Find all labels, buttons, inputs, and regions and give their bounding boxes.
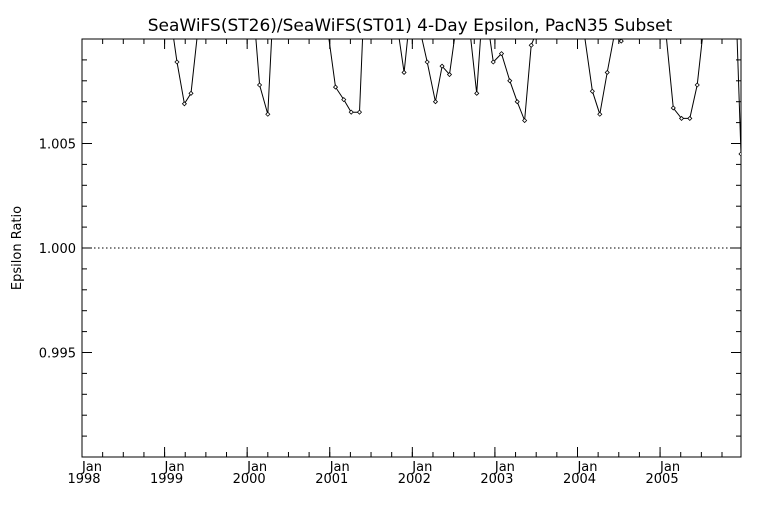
series-line-segment	[328, 39, 364, 113]
data-point	[507, 78, 513, 84]
data-point	[528, 42, 534, 48]
x-tick-label-year: 2002	[398, 472, 431, 487]
data-point	[474, 90, 480, 96]
series-line-segment	[421, 39, 455, 102]
series-line-segment	[470, 39, 481, 94]
data-point	[401, 69, 407, 76]
x-tick-label-year: 2001	[315, 472, 348, 487]
x-tick-label-month: Jan	[81, 460, 102, 475]
x-tick-label-year: 2004	[563, 472, 596, 487]
data-point	[348, 109, 354, 115]
x-tick-label-month: Jan	[164, 460, 185, 475]
x-tick-label-year: 1999	[150, 472, 183, 487]
data-point	[256, 82, 263, 88]
x-tick-label-month: Jan	[659, 460, 680, 475]
x-tick-label-month: Jan	[494, 460, 515, 475]
data-point	[522, 117, 528, 124]
data-point	[341, 97, 347, 103]
data-point	[618, 39, 624, 44]
x-tick-label-year: 2003	[480, 472, 513, 487]
x-tick-label-month: Jan	[411, 460, 432, 475]
data-point	[738, 151, 741, 157]
data-point	[604, 69, 610, 76]
x-tick-label-year: 2000	[233, 472, 266, 487]
data-point	[589, 88, 595, 94]
series-group	[173, 39, 741, 157]
y-tick-label: 1.005	[39, 138, 76, 153]
data-point	[694, 82, 700, 88]
data-point	[514, 99, 520, 105]
data-point	[670, 105, 676, 111]
x-tick-label-month: Jan	[246, 460, 267, 475]
series-line-segment	[736, 39, 741, 155]
x-tick-label-month: Jan	[576, 460, 597, 475]
data-point	[265, 111, 271, 117]
data-point	[597, 111, 603, 117]
series-line-segment	[666, 39, 703, 119]
y-tick-label: 1.000	[39, 242, 76, 257]
data-point	[678, 115, 685, 121]
y-tick-label: 0.995	[39, 347, 76, 362]
axes: 0.9951.0001.005Jan1998Jan1999Jan2000Jan2…	[39, 38, 742, 487]
data-point	[174, 59, 180, 65]
x-tick-label-month: Jan	[329, 460, 350, 475]
data-point	[332, 84, 339, 90]
chart-title: SeaWiFS(ST26)/SeaWiFS(ST01) 4-Day Epsilo…	[148, 16, 673, 36]
data-point	[424, 59, 430, 65]
data-point	[188, 90, 194, 96]
y-axis-label: Epsilon Ratio	[10, 206, 25, 290]
x-tick-label-year: 1998	[67, 472, 100, 487]
x-tick-label-year: 2005	[646, 472, 679, 487]
data-point	[446, 71, 453, 78]
series-line-segment	[584, 39, 615, 115]
data-point	[356, 109, 363, 115]
data-point	[687, 115, 693, 121]
data-point	[432, 99, 439, 105]
data-point	[498, 51, 505, 57]
data-point	[181, 101, 187, 107]
series-line-segment	[489, 39, 535, 121]
data-point	[439, 63, 445, 69]
series-line-segment	[255, 39, 273, 115]
data-point	[490, 59, 496, 65]
